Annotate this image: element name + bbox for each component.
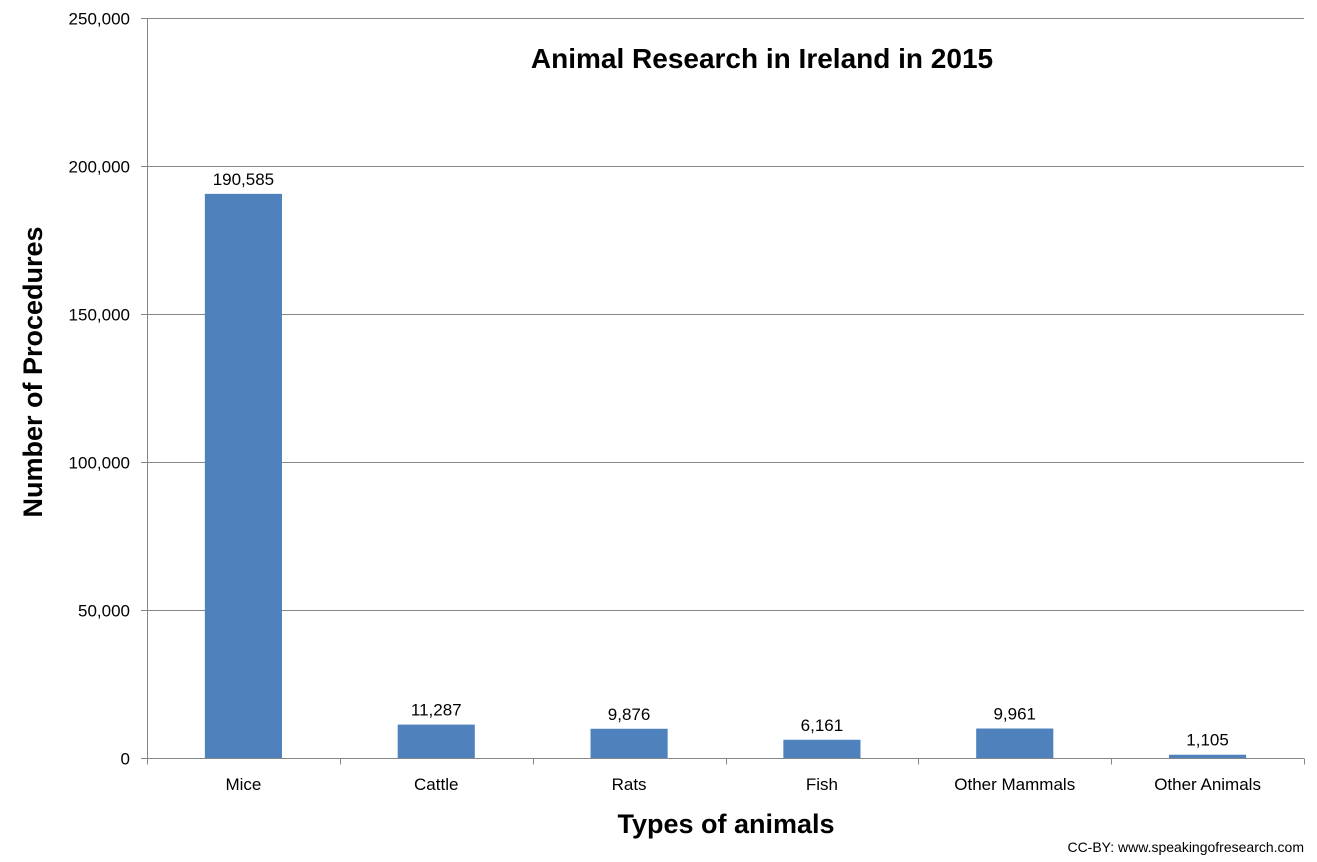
data-label: 9,876 <box>608 705 651 724</box>
y-tick-label: 100,000 <box>69 454 130 473</box>
gridlines <box>147 18 1304 611</box>
chart-title: Animal Research in Ireland in 2015 <box>531 43 993 74</box>
bar-other-mammals <box>976 728 1054 758</box>
y-tick-label: 0 <box>121 750 130 769</box>
credit-text: CC-BY: www.speakingofresearch.com <box>1067 839 1304 855</box>
x-tick-label: Cattle <box>414 775 458 794</box>
x-tick-label: Other Animals <box>1154 775 1261 794</box>
y-tick-label: 200,000 <box>69 158 130 177</box>
y-tick-label: 50,000 <box>78 602 130 621</box>
bar-mice <box>204 193 282 758</box>
x-axis-title: Types of animals <box>617 809 834 839</box>
data-label: 9,961 <box>993 705 1036 724</box>
bars <box>204 193 1247 758</box>
y-tick-label: 150,000 <box>69 306 130 325</box>
axes <box>141 18 1305 765</box>
x-tick-label: Fish <box>806 775 838 794</box>
y-axis-title: Number of Procedures <box>18 226 48 517</box>
data-label: 6,161 <box>801 716 844 735</box>
data-label: 1,105 <box>1186 731 1229 750</box>
labels: 0 50,000 100,000 150,000 200,000 250,000 190,5… <box>69 10 1261 795</box>
x-tick-label: Other Mammals <box>954 775 1075 794</box>
bar-other-animals <box>1169 754 1247 758</box>
bar-fish <box>783 739 861 758</box>
x-tick-label: Rats <box>612 775 647 794</box>
x-tick-label: Mice <box>225 775 261 794</box>
bar-rats <box>590 728 668 758</box>
data-label: 190,585 <box>213 170 274 189</box>
data-label: 11,287 <box>411 701 462 720</box>
y-tick-label: 250,000 <box>69 10 130 29</box>
bar-cattle <box>397 724 475 758</box>
